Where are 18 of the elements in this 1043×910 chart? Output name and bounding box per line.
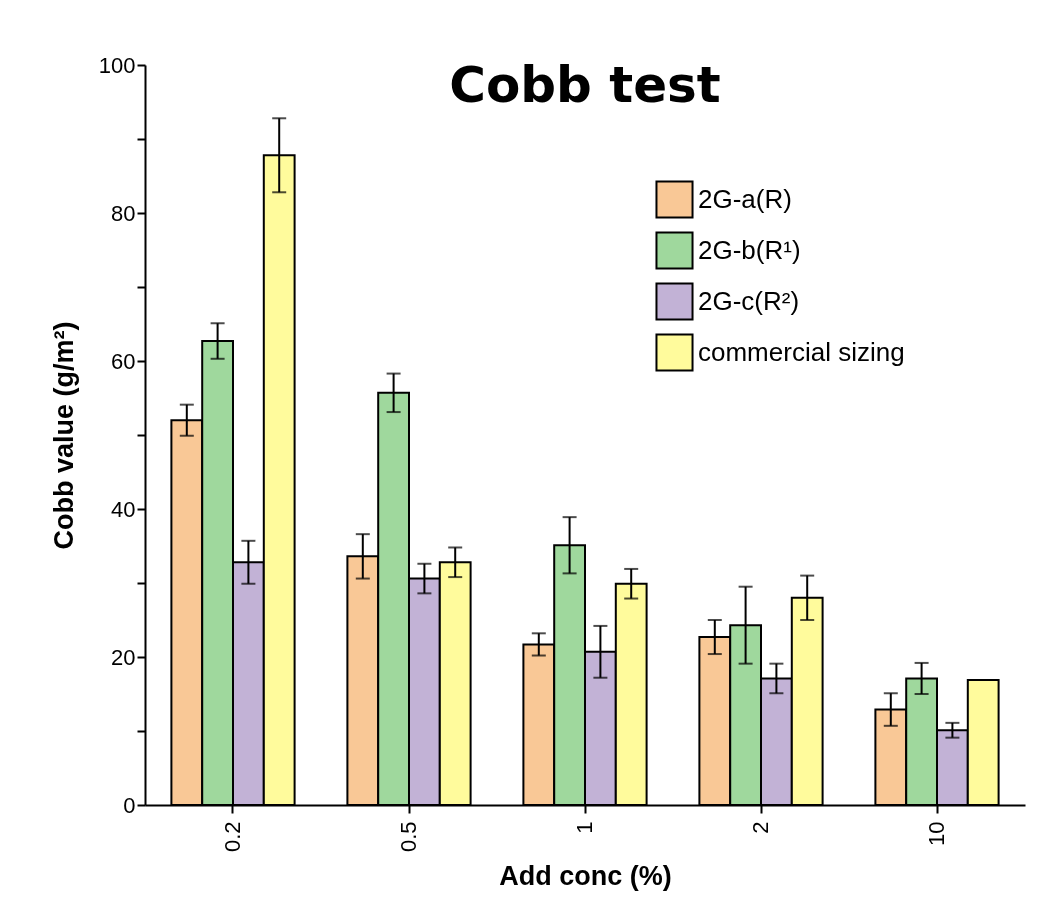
x-tick-label: 2 [748, 821, 773, 834]
y-tick-label: 40 [111, 496, 136, 522]
x-tick-label: 10 [924, 821, 949, 846]
y-tick-label: 0 [123, 792, 136, 818]
y-tick-label: 100 [98, 52, 136, 78]
y-axis-title: Cobb value (g/m²) [48, 321, 79, 550]
legend-label: 2G-b(R¹) [698, 234, 801, 265]
x-tick-label: 1 [572, 821, 597, 834]
x-tick-label: 0.2 [220, 821, 245, 853]
y-tick-label: 60 [111, 348, 136, 374]
chart-title: Cobb test [449, 56, 721, 114]
legend-label: 2G-a(R) [698, 183, 792, 214]
legend-label: 2G-c(R²) [698, 285, 800, 316]
y-tick-label: 80 [111, 200, 136, 226]
x-axis-title: Add conc (%) [499, 861, 672, 892]
legend-label: commercial sizing [698, 336, 905, 367]
x-tick-label: 0.5 [396, 821, 421, 853]
y-tick-label: 20 [111, 644, 136, 670]
